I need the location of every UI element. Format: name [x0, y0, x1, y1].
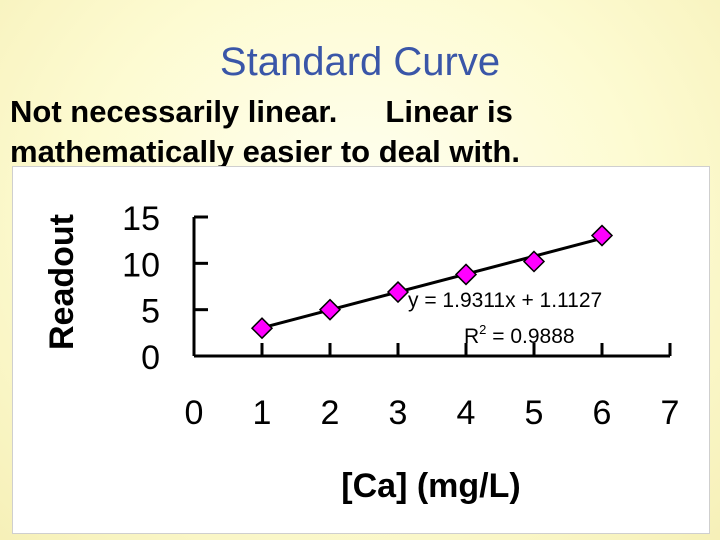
x-tick-label-7: 7 — [661, 394, 680, 432]
data-point-5 — [522, 250, 546, 273]
data-point-4 — [454, 263, 478, 286]
x-tick-label-3: 3 — [389, 394, 408, 432]
r-squared-r: R — [464, 325, 479, 348]
y-tick-label-5: 5 — [141, 293, 160, 331]
data-points — [250, 224, 614, 340]
data-point-6 — [590, 224, 614, 247]
r-squared-sup: 2 — [479, 322, 486, 337]
trendline — [261, 236, 603, 330]
y-axis-label: Readout — [43, 214, 81, 350]
r-squared-value: = 0.9888 — [486, 325, 574, 348]
subtitle-line-2: mathematically easier to deal with. — [10, 134, 520, 169]
data-point-3 — [386, 280, 410, 304]
x-tick-label-0: 0 — [185, 394, 204, 432]
x-tick-label-4: 4 — [457, 394, 476, 432]
slide-subtitle: Not necessarily linear. Linear is mathema… — [10, 92, 710, 172]
y-tick-label-0: 0 — [141, 339, 160, 377]
data-point-2 — [318, 298, 342, 321]
x-tick-label-5: 5 — [525, 394, 544, 432]
axis-labels: Readout [Ca] (mg/L) y = 1.9311x + 1.1127… — [43, 214, 602, 505]
x-tick-label-6: 6 — [593, 394, 612, 432]
trendline-group — [261, 236, 603, 330]
x-axis-label: [Ca] (mg/L) — [341, 467, 520, 505]
axes: 0 5 10 15 0 1 2 3 4 5 6 7 — [122, 200, 679, 432]
r-squared-label: R2 = 0.9888 — [464, 322, 575, 348]
standard-curve-chart: 0 5 10 15 0 1 2 3 4 5 6 7 Readout [Ca] (mg/L) y = 1… — [43, 200, 679, 505]
x-tick-label-1: 1 — [253, 394, 272, 432]
x-tick-label-2: 2 — [321, 394, 340, 432]
y-tick-label-15: 15 — [122, 200, 160, 238]
chart-panel: 0 5 10 15 0 1 2 3 4 5 6 7 Readout [Ca] (mg/L) y = 1… — [12, 166, 710, 534]
y-tick-label-10: 10 — [122, 246, 160, 284]
subtitle-part-2: Linear is — [385, 94, 513, 129]
subtitle-part-1: Not necessarily linear. — [10, 94, 338, 129]
trendline-equation: y = 1.9311x + 1.1127 — [408, 289, 602, 312]
slide-title: Standard Curve — [219, 40, 501, 84]
data-point-1 — [250, 317, 274, 340]
